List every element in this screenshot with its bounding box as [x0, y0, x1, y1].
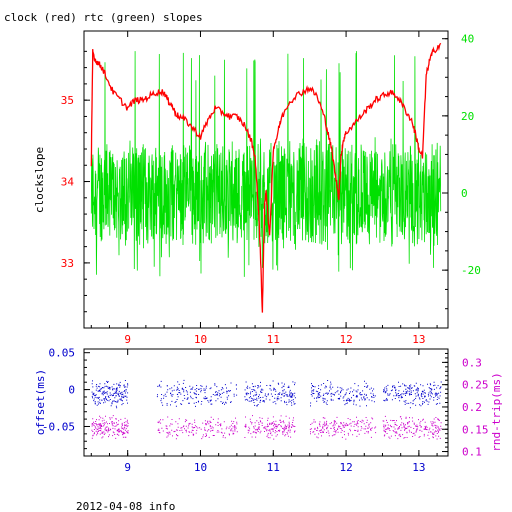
top-plot-ticks: 9 10 11 12 13 33 34 35 -20 0 20 40 — [61, 31, 481, 346]
chart-title: clock (red) rtc (green) slopes — [4, 11, 203, 24]
bottom-y-axis-label: offset(ms) — [34, 369, 47, 435]
round-trip-points — [91, 415, 442, 440]
top-y-tick-label: 35 — [61, 94, 74, 107]
top-x-tick-label: 9 — [124, 333, 131, 346]
bottom-y2-tick-label: 0.15 — [462, 423, 489, 436]
bottom-x-tick-label: 12 — [339, 461, 352, 474]
bottom-plot-ticks: 9 10 11 12 13 0.05 0 -0.05 0.3 0.25 0.2 0.15 0.1 — [42, 347, 489, 474]
top-y-tick-label: 33 — [61, 257, 74, 270]
bottom-y-tick-label: 0 — [68, 384, 75, 397]
clock-slope-series-red — [90, 42, 442, 313]
bottom-y-tick-label: 0.05 — [49, 347, 76, 360]
clock-slope-line — [90, 42, 442, 313]
rtc-slope-line — [90, 51, 442, 277]
bottom-y2-axis-label: rnd-trip(ms) — [490, 372, 503, 451]
rtc-slope-series-green — [90, 51, 442, 277]
bottom-x-tick-label: 9 — [124, 461, 131, 474]
bottom-x-tick-label: 13 — [412, 461, 425, 474]
bottom-plot-frame — [83, 348, 449, 457]
offset-series-blue — [91, 379, 442, 409]
round-trip-series-magenta — [91, 415, 442, 440]
offset-points — [91, 379, 442, 409]
top-y2-tick-label: -20 — [461, 264, 481, 277]
top-x-tick-label: 13 — [412, 333, 425, 346]
footer-date-info: 2012-04-08 info — [76, 500, 175, 512]
top-y-axis-label: clockslope — [33, 147, 46, 213]
bottom-y2-tick-label: 0.25 — [462, 379, 489, 392]
top-y-tick-label: 34 — [61, 176, 75, 189]
top-x-tick-label: 12 — [339, 333, 352, 346]
bottom-y2-tick-label: 0.3 — [462, 356, 482, 369]
top-y2-tick-label: 20 — [461, 110, 474, 123]
bottom-y2-tick-label: 0.1 — [462, 446, 482, 459]
top-y2-tick-label: 0 — [461, 187, 468, 200]
bottom-y2-tick-label: 0.2 — [462, 401, 482, 414]
bottom-x-tick-label: 11 — [267, 461, 280, 474]
top-x-tick-label: 10 — [194, 333, 207, 346]
top-x-tick-label: 11 — [267, 333, 280, 346]
bottom-y-tick-label: -0.05 — [42, 420, 75, 433]
top-plot-frame — [83, 30, 449, 329]
top-y2-tick-label: 40 — [461, 33, 474, 46]
bottom-x-tick-label: 10 — [194, 461, 207, 474]
